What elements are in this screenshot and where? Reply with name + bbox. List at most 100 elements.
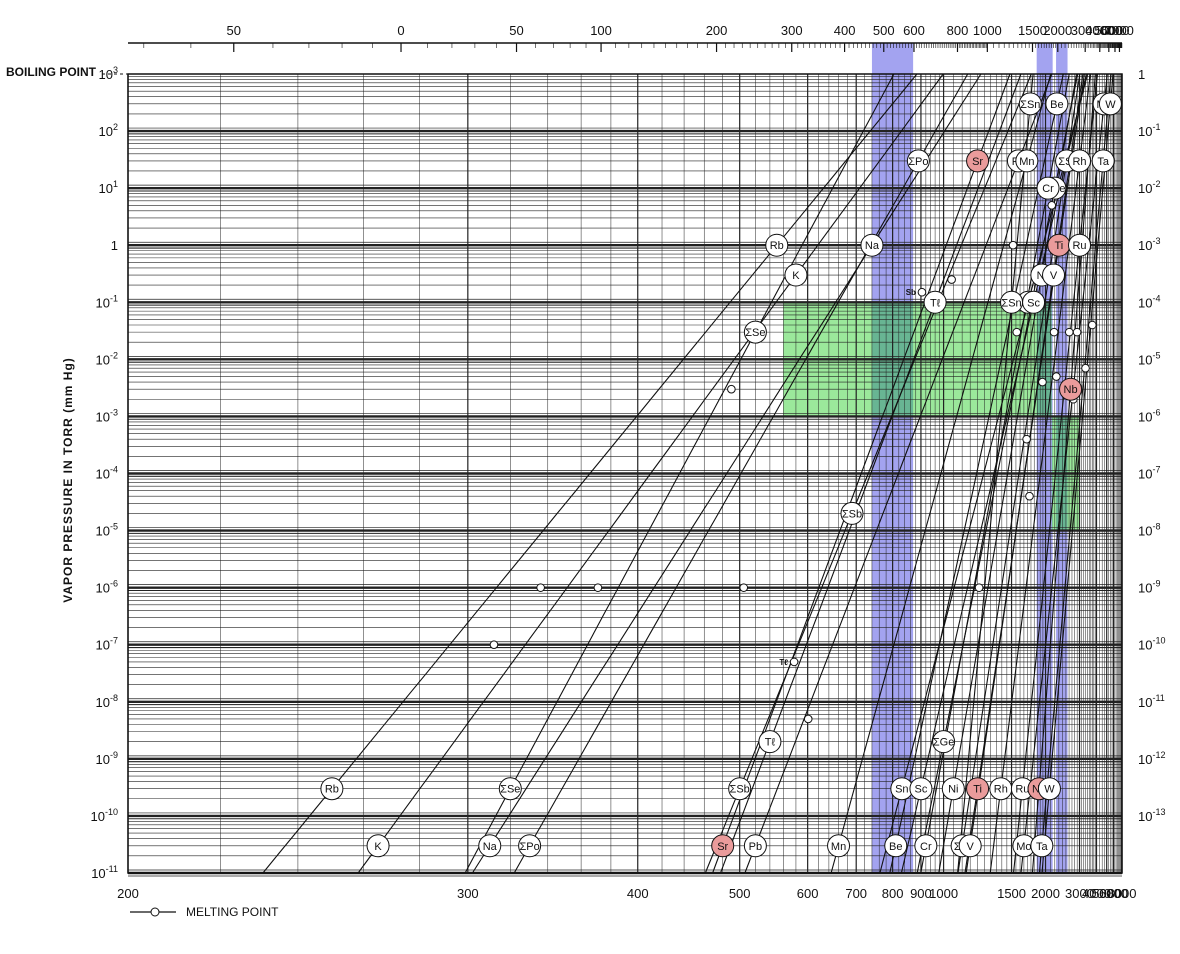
left-tick-label: 1: [111, 238, 118, 253]
melting-point-annotation: Sb: [906, 288, 916, 297]
series-label: Sn: [895, 784, 908, 796]
left-tick-label: 10-9: [96, 750, 118, 767]
top-tick-label: 600: [903, 23, 925, 38]
series-label: Sr: [972, 156, 983, 168]
melting-point-marker: [947, 275, 956, 284]
boiling-point-label-line1: BOILING POINT: [6, 65, 97, 79]
right-tick-label: 10-4: [1138, 293, 1160, 310]
series-label-circle: [884, 834, 908, 858]
top-tick-label: 3000: [1071, 23, 1100, 38]
right-tick-label: 10-8: [1138, 522, 1160, 539]
melting-point-marker: [974, 583, 984, 592]
bottom-tick-label: 1000: [929, 886, 958, 901]
series-label: Nb: [1064, 384, 1078, 396]
series-label: ΣSb: [730, 784, 750, 796]
series-label: Rb: [325, 784, 339, 796]
right-tick-label: 10-2: [1138, 179, 1160, 196]
left-tick-label: 10-7: [96, 636, 118, 653]
series-label: ΣSn: [1020, 99, 1040, 111]
series-line-V: [965, 73, 1084, 874]
left-axis: 10-1110-1010-910-810-710-610-510-410-310…: [91, 65, 118, 881]
plot-frame: [102, 73, 1123, 874]
bottom-tick-label: 500: [729, 886, 751, 901]
top-tick-label: 1500: [1018, 23, 1047, 38]
series-line-Mn: [830, 73, 1052, 874]
series-label: Ta: [1097, 156, 1110, 168]
series-label-circle: [932, 730, 956, 754]
series-label: Mn: [1019, 156, 1034, 168]
top-tick-label: 1000: [973, 23, 1002, 38]
top-tick-label: 50: [227, 23, 241, 38]
melting-point-marker: [727, 384, 736, 394]
right-tick-label: 10-13: [1138, 807, 1165, 824]
left-tick-label: 10-10: [91, 807, 118, 824]
series-label: ΣSe: [500, 784, 520, 796]
series-label-circle: [966, 777, 990, 801]
series-label-circle: [1030, 834, 1054, 858]
y-axis-title: VAPOR PRESSURE IN TORR (mm Hg): [61, 357, 75, 603]
bottom-tick-label: 600: [797, 886, 819, 901]
series-label-circle: [1091, 149, 1115, 173]
legend-label: MELTING POINT: [186, 905, 279, 919]
series-label: ΣSb: [842, 508, 862, 520]
series-label-circle: [728, 777, 752, 801]
bottom-tick-label: 3000: [1065, 886, 1094, 901]
bottom-tick-label: 6000: [1099, 886, 1128, 901]
highlight-band: [1056, 43, 1068, 873]
series-label: Sc: [915, 784, 928, 796]
series-label: Rh: [1072, 156, 1086, 168]
top-tick-label: 0: [397, 23, 404, 38]
right-tick-label: 1: [1138, 67, 1145, 82]
melting-point-marker: [1088, 320, 1097, 330]
melting-point-marker: [1052, 372, 1061, 381]
melting-point-marker: [1064, 327, 1074, 337]
series-label-circle: [1068, 233, 1092, 257]
melting-point-marker: [536, 583, 545, 592]
series-label: Be: [1050, 99, 1063, 111]
series-label: Mn: [831, 841, 846, 853]
series-label: Sc: [1027, 297, 1040, 309]
series-label: ΣPo: [519, 841, 539, 853]
bottom-tick-label: 8000: [1108, 886, 1137, 901]
series-label-circle: [743, 834, 767, 858]
right-tick-label: 10-5: [1138, 350, 1160, 367]
series-label: K: [374, 841, 382, 853]
series-label-circle: [711, 834, 735, 858]
series-labels: RbRbKKΣSeΣSeNaNaΣPoΣPoSrSrΣSbΣSbPbPbTℓTℓ…: [320, 92, 1122, 858]
series-label-circle: [743, 320, 767, 344]
bottom-tick-label: 300: [457, 886, 479, 901]
series-label: Ni: [948, 784, 958, 796]
series-label-circle: [478, 834, 502, 858]
top-tick-label: 300: [781, 23, 803, 38]
melting-point-marker: [1025, 491, 1034, 501]
series-label: Tℓ: [930, 297, 941, 309]
series-line-Pb: [744, 73, 1053, 874]
top-tick-label: 4000: [1085, 23, 1114, 38]
series-label: Ni: [1037, 270, 1047, 282]
series-label-circle: [941, 777, 965, 801]
series-label-circle: [366, 834, 390, 858]
legend: MELTING POINT: [130, 905, 279, 919]
series-line-Na: [471, 73, 982, 874]
bottom-tick-label: 1500: [997, 886, 1026, 901]
bottom-tick-label: 800: [882, 886, 904, 901]
series-label-circle: [1037, 777, 1061, 801]
series-label: Mo: [1016, 841, 1031, 853]
series-label-circle: [765, 233, 789, 257]
series-label-circle: [966, 149, 990, 173]
left-tick-label: 101: [99, 179, 118, 196]
series-label: W: [1044, 784, 1055, 796]
left-tick-label: 10-8: [96, 693, 118, 710]
series-label: Ru: [1015, 784, 1029, 796]
right-tick-label: 10-7: [1138, 465, 1160, 482]
series-label: Cr: [1042, 183, 1054, 195]
series-label-circle: [860, 233, 884, 257]
series-line-K: [357, 73, 944, 874]
series-label-circle: [1068, 149, 1092, 173]
series-label-circle: [906, 149, 930, 173]
top-tick-label: 7000: [1105, 23, 1134, 38]
series-label-circle: [827, 834, 851, 858]
melting-point-marker: [789, 657, 799, 667]
series-label-circle: [840, 501, 864, 525]
